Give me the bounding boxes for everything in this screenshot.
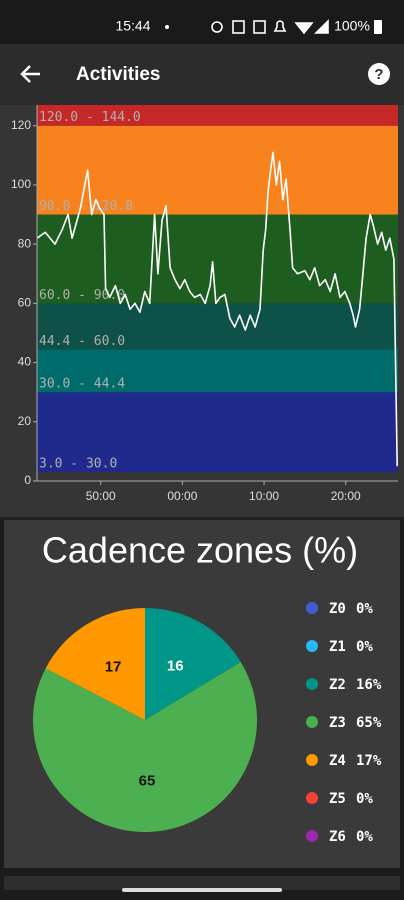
legend-name: Z2 (329, 677, 346, 693)
slice-label: 16 (167, 657, 184, 674)
zone-band (37, 349, 398, 393)
legend-value: 0% (356, 601, 373, 617)
next-card (4, 876, 400, 890)
battery-icon (374, 20, 382, 34)
back-button[interactable] (20, 65, 40, 83)
legend-value: 65% (356, 715, 382, 731)
legend-name: Z0 (329, 601, 346, 617)
legend-name: Z6 (329, 829, 346, 845)
legend-icon (306, 830, 318, 842)
pie-title: Cadence zones (%) (42, 530, 358, 571)
legend-icon (306, 792, 318, 804)
x-tick-label: 20:00 (331, 489, 361, 503)
zone-label: 90.0 - 120.0 (39, 199, 133, 214)
y-tick-label: 40 (18, 355, 32, 369)
y-tick-label: 100 (11, 177, 31, 191)
y-tick-label: 60 (18, 296, 32, 310)
x-tick-label: 00:00 (167, 489, 197, 503)
status-dot (165, 25, 169, 29)
app-title: Activities (76, 64, 160, 85)
slice-label: 65 (139, 773, 156, 790)
divider (0, 517, 404, 520)
gesture-bar (122, 888, 282, 892)
zone-band (37, 303, 398, 350)
legend-icon (306, 602, 318, 614)
legend-name: Z4 (329, 753, 346, 769)
legend-name: Z1 (329, 639, 346, 655)
zone-label: 60.0 - 90.0 (39, 288, 125, 303)
zone-band (37, 392, 398, 473)
zone-label: 120.0 - 144.0 (39, 110, 141, 125)
legend-icon (306, 678, 318, 690)
legend-name: Z5 (329, 791, 346, 807)
y-tick-label: 120 (11, 118, 31, 132)
status-time: 15:44 (115, 18, 150, 34)
y-tick-label: 0 (24, 473, 31, 487)
pie-slice (145, 608, 241, 720)
legend-value: 17% (356, 753, 382, 769)
status-battery: 100% (334, 18, 370, 34)
x-tick-label: 10:00 (249, 489, 279, 503)
legend-value: 0% (356, 829, 373, 845)
legend-icon (306, 754, 318, 766)
zone-label: 30.0 - 44.4 (39, 377, 125, 392)
help-button[interactable] (368, 63, 390, 85)
pie-slice (45, 608, 145, 720)
pie-slice (33, 661, 258, 832)
legend-value: 16% (356, 677, 382, 693)
status-icons (211, 19, 329, 35)
legend-icon (306, 716, 318, 728)
zone-band (37, 105, 398, 126)
app-bar (0, 44, 404, 105)
y-tick-label: 20 (18, 414, 32, 428)
legend-name: Z3 (329, 715, 346, 731)
x-tick-label: 50:00 (86, 489, 116, 503)
zone-label: 44.4 - 60.0 (39, 334, 125, 349)
legend-value: 0% (356, 639, 373, 655)
legend-value: 0% (356, 791, 373, 807)
plot: 3.0 - 30.0 30.0 - 44.4 44.4 - 60.0 60.0 - 9… (37, 105, 398, 473)
zone-label: 3.0 - 30.0 (39, 457, 117, 472)
slice-label: 17 (105, 658, 122, 675)
help-icon: ? (374, 66, 383, 83)
legend-icon (306, 640, 318, 652)
status-bar (0, 0, 404, 44)
y-tick-label: 80 (18, 236, 32, 250)
cadence-line (37, 151, 398, 467)
zone-band (37, 125, 398, 215)
